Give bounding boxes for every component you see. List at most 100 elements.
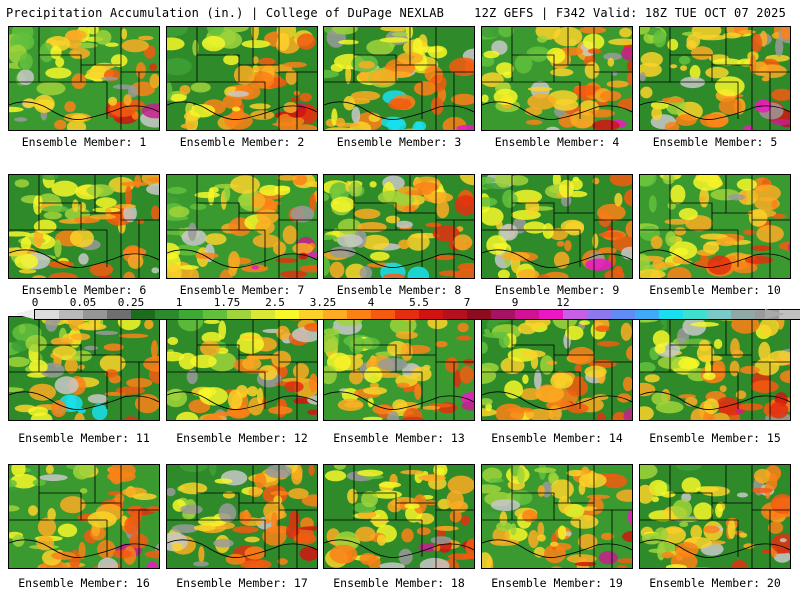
ensemble-member-label: Ensemble Member: 11 <box>18 431 150 445</box>
state-border-line <box>640 175 713 231</box>
state-border-line <box>554 175 581 267</box>
state-border-line <box>167 539 317 558</box>
state-border-line <box>167 465 240 521</box>
state-border-line <box>396 317 474 420</box>
ensemble-member-map <box>323 26 475 131</box>
state-border-line <box>554 175 632 278</box>
state-border-line <box>640 317 713 373</box>
precip-field <box>9 465 159 568</box>
state-border-line <box>167 27 240 83</box>
colorbar-cell <box>203 310 227 319</box>
state-border-line <box>554 465 581 557</box>
precip-field <box>640 317 790 420</box>
colorbar-max-arrow <box>765 309 785 319</box>
colorbar-tick-label: 9 <box>511 296 519 309</box>
ensemble-member-map <box>481 26 633 131</box>
state-border-line <box>640 249 790 268</box>
colorbar-cell <box>683 310 707 319</box>
state-border-line <box>396 175 474 278</box>
state-border-line <box>81 175 159 278</box>
colorbar-tick-label: 0.05 <box>69 296 97 309</box>
colorbar-cell <box>611 310 635 319</box>
precip-field <box>9 175 159 278</box>
state-border-line <box>640 27 713 83</box>
ensemble-member-map <box>323 174 475 279</box>
precip-field <box>324 175 474 278</box>
state-border-line <box>482 391 632 410</box>
colorbar-cell <box>563 310 587 319</box>
colorbar-cell <box>443 310 467 319</box>
ensemble-member-map <box>8 464 160 569</box>
state-border-line <box>81 27 108 119</box>
state-border-line <box>9 101 159 120</box>
state-border-line <box>712 27 790 130</box>
ensemble-member-map <box>639 26 791 131</box>
colorbar-cell <box>227 310 251 319</box>
ensemble-member-label: Ensemble Member: 7 <box>179 283 305 297</box>
precip-field <box>324 27 474 130</box>
state-border-line <box>396 317 423 409</box>
ensemble-member-label: Ensemble Member: 20 <box>649 576 781 590</box>
colorbar-cell <box>779 310 800 319</box>
ensemble-member-map <box>166 464 318 569</box>
state-border-line <box>81 27 159 130</box>
colorbar-cell <box>155 310 179 319</box>
precip-field <box>640 27 790 130</box>
state-border-line <box>482 539 632 558</box>
state-border-line <box>239 27 317 130</box>
ensemble-member-label: Ensemble Member: 13 <box>333 431 465 445</box>
state-border-line <box>9 175 82 231</box>
precip-field <box>167 317 317 420</box>
colorbar-cell <box>347 310 371 319</box>
ensemble-member-label: Ensemble Member: 3 <box>336 135 462 149</box>
colorbar-cell <box>707 310 731 319</box>
state-border-line <box>482 465 555 521</box>
precip-field <box>640 175 790 278</box>
state-border-line <box>324 175 397 231</box>
state-border-line <box>640 539 790 558</box>
precip-field <box>167 175 317 278</box>
state-border-line <box>554 27 632 130</box>
ensemble-member-map <box>481 316 633 421</box>
state-border-line <box>239 175 266 267</box>
ensemble-member-map <box>639 316 791 421</box>
colorbar-min-arrow <box>14 309 34 319</box>
colorbar-tick-label: 7 <box>463 296 471 309</box>
state-border-line <box>640 101 790 120</box>
colorbar-cell <box>635 310 659 319</box>
colorbar-cell <box>323 310 347 319</box>
colorbar-cell <box>35 310 59 319</box>
ensemble-member-label: Ensemble Member: 15 <box>649 431 781 445</box>
colorbar-cell <box>371 310 395 319</box>
state-border-line <box>9 465 82 521</box>
ensemble-member-label: Ensemble Member: 9 <box>494 283 620 297</box>
colorbar-cell <box>59 310 83 319</box>
state-border-line <box>324 539 474 558</box>
state-border-line <box>640 465 713 521</box>
precip-field <box>9 317 159 420</box>
state-border-line <box>9 539 159 558</box>
ensemble-member-map <box>8 174 160 279</box>
state-border-line <box>712 175 790 278</box>
state-border-line <box>167 249 317 268</box>
precip-field <box>324 317 474 420</box>
state-border-line <box>81 175 108 267</box>
state-border-line <box>482 101 632 120</box>
colorbar-cell <box>539 310 563 319</box>
state-border-line <box>712 465 790 568</box>
ensemble-member-map <box>639 464 791 569</box>
ensemble-member-label: Ensemble Member: 6 <box>21 283 147 297</box>
colorbar-cell <box>659 310 683 319</box>
ensemble-member-label: Ensemble Member: 4 <box>494 135 620 149</box>
state-border-line <box>554 27 581 119</box>
ensemble-member-map <box>8 316 160 421</box>
state-border-line <box>239 175 317 278</box>
model-run-info: 12Z GEFS | F342 Valid: 18Z TUE OCT 07 20… <box>474 6 786 20</box>
state-border-line <box>396 465 474 568</box>
ensemble-member-map <box>166 316 318 421</box>
colorbar-tick-label: 4 <box>367 296 375 309</box>
ensemble-member-label: Ensemble Member: 16 <box>18 576 150 590</box>
colorbar-tick-label: 5.5 <box>409 296 429 309</box>
colorbar-cell <box>395 310 419 319</box>
state-border-line <box>324 465 397 521</box>
